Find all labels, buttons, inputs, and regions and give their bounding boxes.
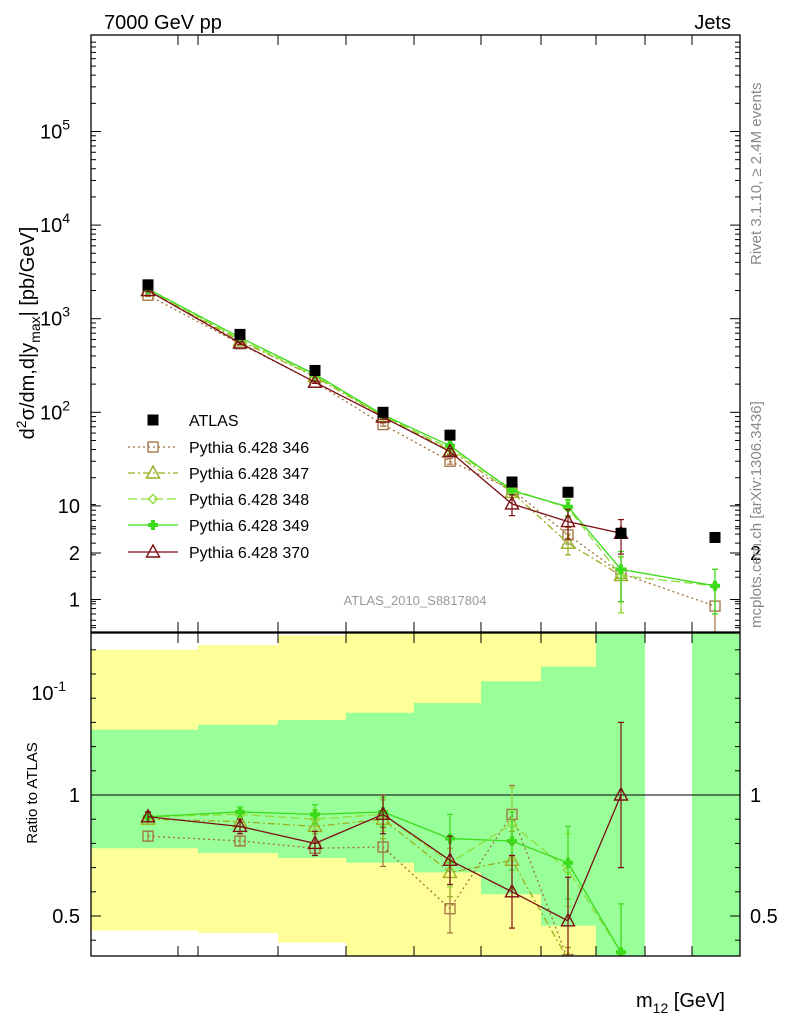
main-point-p370 [307, 373, 323, 388]
legend-label-p348: Pythia 6.428 348 [189, 492, 309, 509]
ratio-y-tick-label: 1 [69, 785, 80, 807]
legend-marker-p370 [145, 543, 161, 558]
analysis-tag: ATLAS_2010_S8817804 [344, 593, 487, 608]
ratio-point-p346 [234, 835, 246, 847]
legend-marker-p347 [145, 464, 161, 479]
ratio-point-p370 [232, 817, 248, 833]
ratio-point-p370 [140, 808, 156, 823]
main-y-tick-label: 102 [40, 397, 70, 424]
legend-entry-p349: Pythia 6.428 349 [128, 518, 309, 535]
main-series-group [140, 279, 721, 632]
legend-marker-p348 [147, 493, 159, 505]
main-point-data [234, 328, 246, 340]
ratio-y-tick-label-right: 0.5 [750, 906, 778, 928]
main-point-p370 [442, 443, 458, 458]
main-y-tick-label: 103 [40, 304, 70, 331]
ratio-point-p370 [613, 786, 629, 801]
legend-entry-data: ATLAS [147, 413, 239, 430]
main-point-data [444, 429, 456, 441]
legend: ATLAS Pythia 6.428 346 Pythia 6.428 347 Pyt… [128, 413, 309, 562]
ratio-inner-band-bin [346, 712, 414, 863]
ratio-series-group [140, 721, 629, 956]
main-point-data [377, 406, 389, 418]
main-line-p370 [147, 289, 622, 534]
legend-marker-p346 [147, 441, 159, 453]
ratio-point-p349 [235, 806, 245, 817]
main-y-tick-label: 10 [58, 496, 80, 518]
legend-label-p370: Pythia 6.428 370 [189, 545, 309, 562]
ratio-y-tick-label-right: 2 [750, 543, 761, 565]
ratio-point-p346 [142, 830, 154, 842]
svg-text:d2σ/dm,d|ymax| [pb/GeV]: d2σ/dm,d|ymax| [pb/GeV] [13, 227, 43, 440]
ratio-point-p349 [310, 809, 320, 820]
main-y-axis-label: d2σ/dm,d|ymax| [pb/GeV] [13, 227, 43, 440]
legend-marker-p349 [148, 520, 158, 530]
main-point-data [309, 364, 321, 376]
legend-label-p347: Pythia 6.428 347 [189, 466, 309, 483]
main-point-data [142, 279, 154, 291]
ratio-y-tick-label: 0.5 [52, 906, 80, 928]
main-point-data [615, 527, 627, 539]
ratio-point-p370 [442, 851, 458, 867]
main-y-tick-label: 10-1 [31, 678, 66, 705]
ratio-inner-band-bin [692, 633, 740, 956]
header-right-label: Jets [694, 12, 731, 34]
ratio-point-p346 [444, 903, 456, 915]
main-y-tick-label: 105 [40, 117, 70, 144]
ratio-point-p370 [375, 805, 391, 821]
main-point-p370 [504, 495, 520, 510]
ratio-point-p370 [504, 883, 520, 898]
main-point-p349 [710, 580, 720, 591]
main-point-data [709, 531, 721, 543]
ratio-inner-band-bin [414, 703, 481, 873]
ratio-point-p349 [563, 857, 573, 868]
main-y-tick-label: 104 [40, 210, 70, 237]
side-label-top: Rivet 3.1.10, ≥ 2.4M events [748, 83, 765, 266]
x-axis-label: m12 [GeV] [636, 990, 725, 1016]
legend-entry-p346: Pythia 6.428 346 [128, 440, 309, 457]
legend-marker-data [147, 414, 159, 426]
main-point-p349 [507, 485, 517, 496]
main-point-data [506, 476, 518, 488]
main-y-tick-label: 1 [69, 590, 80, 612]
ratio-point-p349 [507, 835, 517, 846]
ratio-line-p348 [147, 813, 622, 953]
legend-label-data: ATLAS [189, 413, 239, 430]
ratio-series-p370 [140, 721, 629, 956]
main-point-p349 [563, 501, 573, 512]
main-point-p349 [616, 564, 626, 575]
legend-entry-p348: Pythia 6.428 348 [128, 492, 309, 509]
main-line-p349 [147, 288, 716, 587]
main-line-p347 [147, 289, 622, 577]
ratio-point-p370 [560, 912, 576, 927]
side-label-bottom: mcplots.cern.ch [arXiv:1306.3436] [748, 401, 765, 628]
ratio-y-tick-label-right: 1 [750, 785, 761, 807]
main-point-data [562, 486, 574, 498]
ratio-point-p346 [377, 841, 389, 853]
main-series-data [142, 279, 721, 543]
ratio-y-tick-label: 2 [69, 543, 80, 565]
main-point-p347 [560, 534, 576, 549]
main-point-p370 [232, 334, 248, 349]
ratio-point-p349 [616, 947, 626, 956]
ratio-line-p349 [147, 811, 622, 953]
svg-text:m12 [GeV]: m12 [GeV] [636, 990, 725, 1016]
ratio-point-p370 [307, 834, 323, 850]
ratio-line-p370 [147, 794, 622, 922]
legend-entry-p347: Pythia 6.428 347 [128, 464, 309, 483]
main-point-p370 [560, 513, 576, 528]
legend-label-p349: Pythia 6.428 349 [189, 518, 309, 535]
ratio-y-axis-label: Ratio to ATLAS [24, 742, 41, 843]
main-frame [90, 34, 741, 633]
header-left-label: 7000 GeV pp [104, 12, 222, 34]
legend-entry-p370: Pythia 6.428 370 [128, 543, 309, 562]
legend-label-p346: Pythia 6.428 346 [189, 440, 309, 457]
ratio-inner-band-bin [91, 729, 198, 849]
